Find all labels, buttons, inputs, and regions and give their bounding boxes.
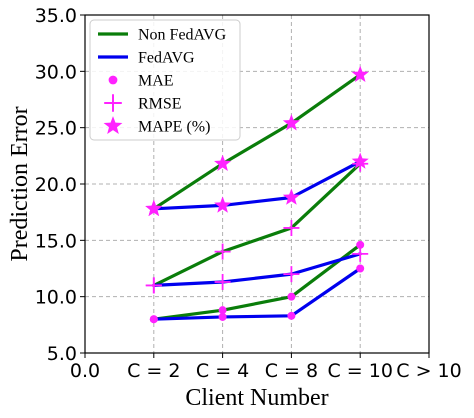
data-point-circle <box>287 292 296 301</box>
data-point-circle <box>356 264 365 273</box>
legend-label: MAPE (%) <box>138 119 210 136</box>
y-tick-label: 25.0 <box>35 118 77 140</box>
data-point-star <box>351 65 369 82</box>
data-point-plus <box>214 243 231 260</box>
data-point-circle <box>149 315 158 324</box>
series-lines <box>152 73 362 321</box>
y-axis-ticks: 5.0 10.0 15.0 20.0 25.0 30.0 35.0 <box>35 5 85 365</box>
legend-entry: Non FedAVG <box>98 27 227 44</box>
data-point-plus <box>352 245 369 262</box>
x-axis-title: Client Number <box>185 385 328 411</box>
y-tick-label: 35.0 <box>35 5 77 27</box>
data-point-plus <box>145 277 162 294</box>
legend-plus-marker <box>104 94 122 112</box>
x-tick-label: C = 8 <box>265 360 318 382</box>
legend-label: RMSE <box>138 96 182 113</box>
x-tick-label: C = 4 <box>196 360 249 382</box>
data-point-circle <box>356 240 365 249</box>
legend-star-marker <box>103 116 123 135</box>
x-tick-label: C > 10 <box>396 360 461 382</box>
x-tick-label: C = 2 <box>127 360 180 382</box>
legend-entry: MAPE (%) <box>103 116 210 136</box>
series-line <box>152 159 362 211</box>
y-tick-label: 20.0 <box>35 174 77 196</box>
series-markers <box>145 65 369 324</box>
data-point-circle <box>218 312 227 321</box>
x-axis-ticks: 0.0 C = 2 C = 4 C = 8 C = 10 C > 10 <box>70 353 462 382</box>
data-point-star <box>214 196 232 213</box>
series-line <box>152 73 362 211</box>
data-point-star <box>214 154 232 171</box>
legend-label: MAE <box>138 73 174 90</box>
y-tick-label: 10.0 <box>35 287 77 309</box>
series-line <box>152 252 362 287</box>
legend-label: Non FedAVG <box>138 27 227 44</box>
data-point-star <box>282 188 300 205</box>
legend-label: FedAVG <box>138 50 195 67</box>
data-point-circle <box>287 311 296 320</box>
legend-circle-marker <box>108 75 118 85</box>
legend-entry: FedAVG <box>98 50 195 67</box>
legend-entry: RMSE <box>104 94 182 113</box>
legend-box <box>89 19 241 141</box>
data-point-star <box>282 114 300 131</box>
y-tick-label: 5.0 <box>47 343 77 365</box>
legend-entry: MAE <box>108 73 174 90</box>
data-point-plus <box>283 219 300 236</box>
y-tick-label: 30.0 <box>35 61 77 83</box>
series-line <box>152 266 362 321</box>
data-point-star <box>351 152 369 169</box>
data-point-star <box>145 199 163 217</box>
data-point-plus <box>283 266 300 283</box>
series-line <box>152 162 362 287</box>
y-tick-label: 15.0 <box>35 230 77 252</box>
series-line <box>152 243 362 321</box>
x-tick-label: C = 10 <box>327 360 392 382</box>
y-axis-title: Prediction Error <box>7 106 33 261</box>
legend: Non FedAVG FedAVG MAE RMSE MAPE (%) <box>89 19 241 141</box>
data-point-plus <box>214 274 231 291</box>
data-point-circle <box>218 306 227 315</box>
x-tick-label: 0.0 <box>70 360 100 382</box>
